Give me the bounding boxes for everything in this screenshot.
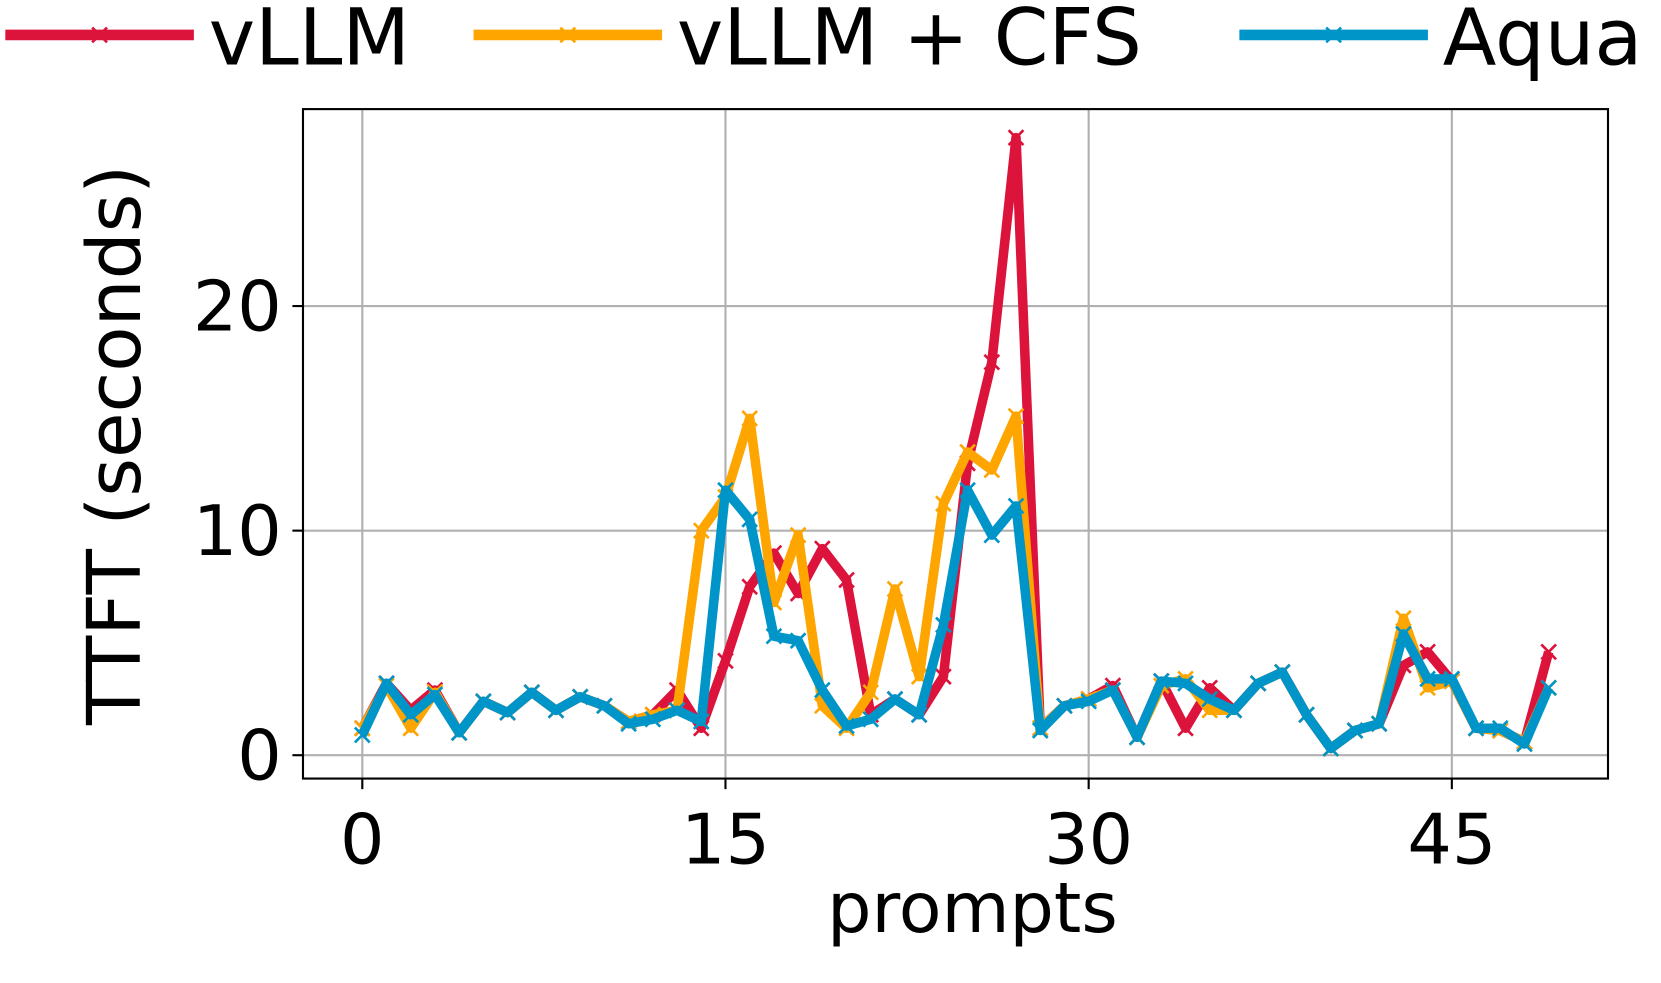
point-marker <box>1031 722 1049 739</box>
point-marker <box>523 683 541 701</box>
point-marker <box>935 495 952 513</box>
point-marker <box>1152 672 1170 690</box>
point-marker <box>983 526 1001 544</box>
series-markers <box>353 481 1558 757</box>
point-marker <box>1080 692 1098 710</box>
point-marker <box>402 719 420 737</box>
point-marker <box>692 522 710 539</box>
point-marker <box>475 692 492 710</box>
point-marker <box>838 571 855 589</box>
point-marker <box>1225 701 1243 719</box>
series-line <box>358 132 1554 754</box>
y-tick-label: 20 <box>193 266 282 347</box>
point-marker <box>378 674 395 692</box>
legend-marker <box>559 26 577 44</box>
point-marker <box>402 706 420 724</box>
point-marker <box>935 616 952 634</box>
point-marker <box>644 710 662 728</box>
point-marker <box>1249 674 1267 692</box>
legend-label: vLLM <box>209 0 410 84</box>
point-marker <box>1370 715 1388 733</box>
point-marker <box>862 683 880 701</box>
point-marker <box>838 717 855 735</box>
point-marker <box>1419 643 1436 661</box>
legend-marker <box>1325 26 1343 44</box>
point-marker <box>765 627 783 645</box>
point-marker <box>1322 740 1340 757</box>
point-marker <box>1298 706 1315 724</box>
x-axis-label: prompts <box>827 868 1118 949</box>
legend-label: vLLM + CFS <box>677 0 1142 84</box>
y-tick-label: 10 <box>193 491 282 572</box>
point-marker <box>741 409 759 427</box>
legend-marker <box>91 26 108 44</box>
point-marker <box>1395 609 1412 627</box>
x-tick-label: 15 <box>681 799 770 880</box>
point-marker <box>1177 674 1194 692</box>
point-marker <box>499 704 516 721</box>
x-tick-label: 45 <box>1407 799 1496 880</box>
point-marker <box>813 681 831 699</box>
point-marker <box>813 540 831 557</box>
point-marker <box>741 578 759 596</box>
series-markers <box>353 129 1558 757</box>
point-marker <box>547 701 565 719</box>
point-marker <box>789 526 807 544</box>
point-marker <box>959 443 976 461</box>
point-marker <box>596 697 613 715</box>
point-marker <box>1177 719 1194 737</box>
point-marker <box>426 686 444 703</box>
point-marker <box>1443 670 1461 688</box>
point-marker <box>717 652 734 670</box>
point-marker <box>886 690 904 708</box>
point-marker <box>1467 719 1485 737</box>
point-marker <box>450 724 468 742</box>
point-marker <box>983 353 1001 371</box>
point-marker <box>1491 719 1509 737</box>
point-marker <box>910 706 928 724</box>
point-marker <box>959 481 976 499</box>
point-marker <box>1346 722 1364 739</box>
point-marker <box>1104 681 1122 699</box>
point-marker <box>1201 690 1219 708</box>
legend-label: Aqua <box>1443 0 1643 84</box>
point-marker <box>571 688 589 706</box>
y-axis-label: TTFT (seconds) <box>72 165 158 726</box>
point-marker <box>1056 697 1073 715</box>
x-tick-label: 30 <box>1044 799 1133 880</box>
point-marker <box>1540 679 1558 697</box>
point-marker <box>1274 663 1291 681</box>
plot-frame <box>301 108 1610 780</box>
point-marker <box>1007 129 1025 146</box>
point-marker <box>692 713 710 730</box>
point-marker <box>353 726 371 744</box>
point-marker <box>668 701 686 719</box>
point-marker <box>789 632 807 650</box>
point-marker <box>862 710 880 728</box>
point-marker <box>1516 735 1533 753</box>
point-marker <box>620 715 637 733</box>
point-marker <box>935 668 952 685</box>
x-tick-label: 0 <box>340 799 384 880</box>
y-tick-label: 0 <box>237 716 281 797</box>
point-marker <box>1395 625 1412 643</box>
point-marker <box>717 481 734 499</box>
point-marker <box>1128 728 1146 746</box>
point-marker <box>741 511 759 528</box>
point-marker <box>1007 497 1025 515</box>
point-marker <box>1540 643 1558 661</box>
point-marker <box>886 580 904 598</box>
point-marker <box>1419 670 1436 688</box>
point-marker <box>1007 407 1025 425</box>
point-marker <box>983 461 1001 479</box>
